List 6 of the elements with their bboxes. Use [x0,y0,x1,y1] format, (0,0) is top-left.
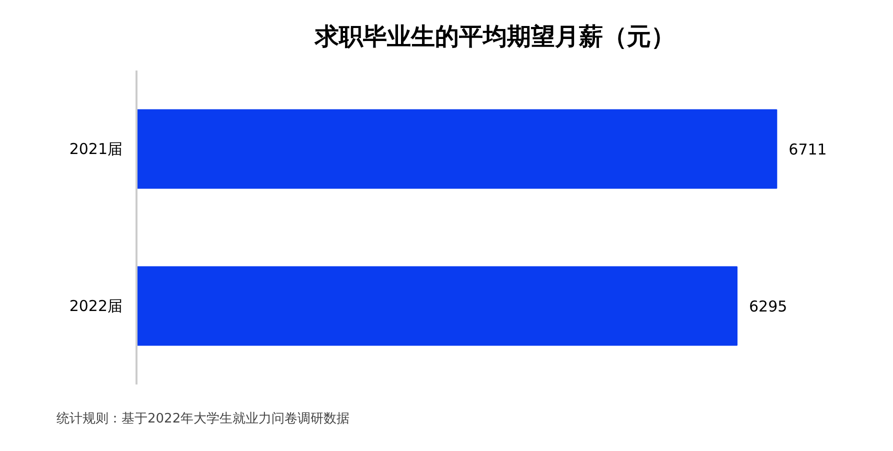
chart-title: 求职毕业生的平均期望月薪（元） [314,22,675,50]
data-label: 6295 [748,298,788,316]
y-tick-label: 2022届 [69,297,123,315]
text: 统计规则：基于2022年大学生就业力问卷调研数据 [56,412,350,426]
data-label: 6711 [788,140,827,158]
y-tick-label: 2021届 [69,140,123,158]
